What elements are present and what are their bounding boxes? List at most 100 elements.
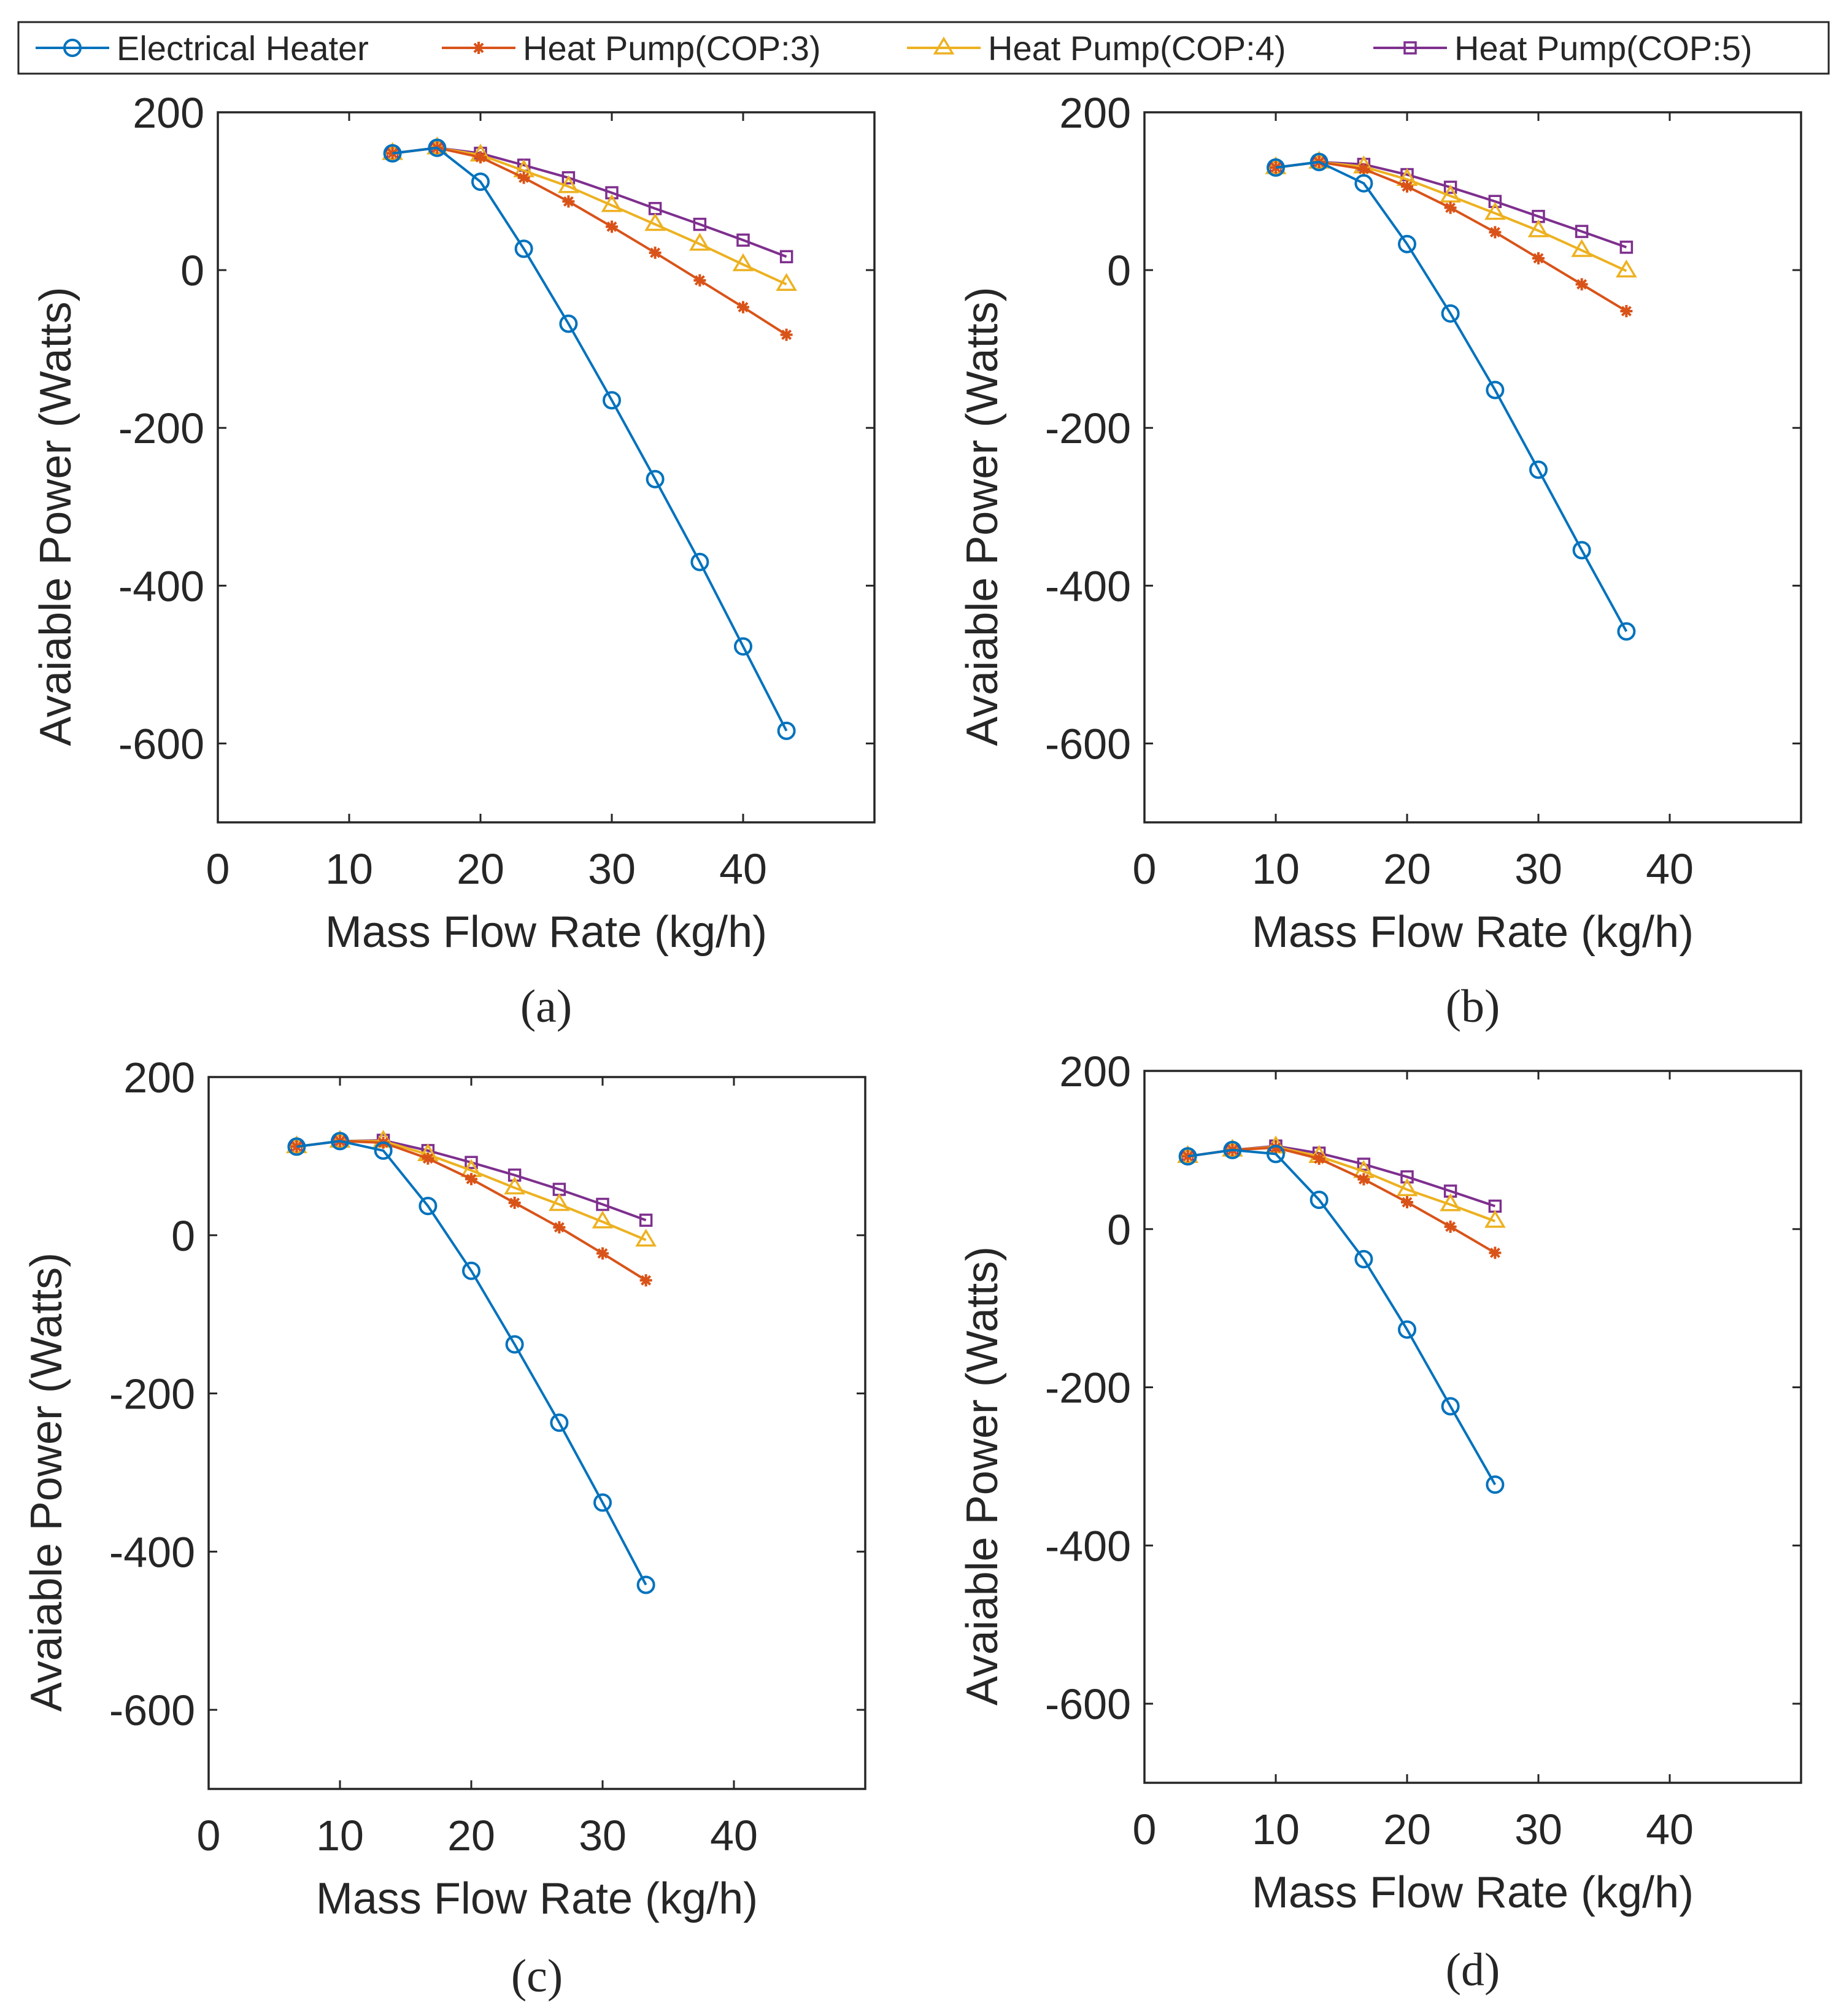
data-point bbox=[690, 552, 709, 571]
data-point bbox=[1396, 1178, 1418, 1197]
data-point bbox=[1486, 1475, 1505, 1494]
subplot-caption: (b) bbox=[1446, 981, 1500, 1032]
data-point bbox=[505, 1335, 524, 1354]
x-tick-label: 20 bbox=[457, 845, 504, 893]
y-tick-label: 0 bbox=[1107, 1206, 1131, 1254]
data-point bbox=[287, 1137, 306, 1156]
y-tick-label: -400 bbox=[1045, 562, 1131, 610]
data-point bbox=[1571, 239, 1592, 257]
series-electrical-heater bbox=[383, 138, 796, 740]
x-axis-label: Mass Flow Rate (kg/h) bbox=[1252, 1868, 1694, 1917]
data-point bbox=[1267, 158, 1285, 177]
y-tick-label: -600 bbox=[1045, 1680, 1131, 1728]
data-point bbox=[504, 1176, 525, 1195]
x-tick-label: 20 bbox=[1383, 1806, 1431, 1853]
y-tick-label: -600 bbox=[1045, 720, 1131, 768]
data-point bbox=[428, 138, 447, 157]
data-point bbox=[596, 1197, 609, 1211]
data-point bbox=[1223, 1140, 1242, 1159]
data-point bbox=[1401, 180, 1413, 193]
data-point bbox=[549, 1193, 570, 1211]
y-tick-label: -200 bbox=[118, 404, 204, 452]
x-tick-label: 40 bbox=[1646, 1806, 1694, 1853]
x-tick-label: 30 bbox=[1514, 845, 1562, 893]
data-point bbox=[508, 1196, 521, 1209]
series-electrical-heater bbox=[1267, 152, 1636, 641]
x-tick-label: 30 bbox=[1514, 1806, 1562, 1853]
data-point bbox=[1178, 1147, 1197, 1166]
x-tick-label: 40 bbox=[710, 1812, 758, 1860]
plot-area bbox=[207, 1076, 866, 1790]
x-tick-label: 20 bbox=[447, 1812, 495, 1860]
data-point bbox=[1527, 219, 1549, 238]
data-point bbox=[422, 1152, 434, 1165]
data-point bbox=[561, 171, 576, 185]
subplot-c: 200 0 -200 -400 -600 0 10 20 30 40 Mass Flow Rate … bbox=[22, 1054, 866, 2002]
subplot-b: 200 0 -200 -400 -600 0 10 20 30 40 Mass Flow Rate … bbox=[958, 89, 1802, 1032]
series-line bbox=[1275, 160, 1628, 632]
x-tick-label: 10 bbox=[1252, 1806, 1300, 1853]
data-point bbox=[1401, 1195, 1413, 1208]
data-point bbox=[1619, 241, 1634, 254]
data-point bbox=[1267, 1145, 1285, 1164]
data-point bbox=[737, 301, 749, 314]
data-point bbox=[1489, 1246, 1502, 1259]
x-tick-label: 10 bbox=[316, 1812, 364, 1860]
data-point bbox=[639, 1274, 652, 1287]
data-point bbox=[736, 233, 750, 247]
data-point bbox=[419, 1197, 438, 1216]
x-tick-label: 40 bbox=[1646, 845, 1694, 893]
data-point bbox=[777, 721, 796, 740]
data-point bbox=[474, 151, 487, 164]
y-tick-label: 200 bbox=[133, 89, 204, 137]
legend-item-heat-pump-cop-5: Heat Pump(COP:5) bbox=[1373, 29, 1753, 68]
y-tick-label: 0 bbox=[180, 247, 204, 295]
legend-label: Heat Pump(COP:4) bbox=[988, 29, 1286, 68]
y-tick-label: -600 bbox=[109, 1686, 195, 1734]
x-tick-label: 10 bbox=[1252, 845, 1300, 893]
series-line bbox=[296, 1140, 647, 1586]
data-point bbox=[649, 246, 662, 259]
series-heat-pump-cop-3 bbox=[290, 1135, 652, 1287]
data-point bbox=[603, 391, 621, 410]
legend-label: Heat Pump(COP:3) bbox=[523, 29, 821, 68]
y-tick-label: -200 bbox=[1045, 404, 1131, 452]
series-line bbox=[392, 146, 787, 336]
data-point bbox=[1440, 184, 1461, 203]
data-point bbox=[1313, 1153, 1325, 1165]
subplot-a: 200 0 -200 -400 -600 0 10 20 30 40 Mass Flow Rate … bbox=[31, 89, 876, 1032]
y-tick-label: 0 bbox=[171, 1212, 195, 1260]
data-point bbox=[596, 1247, 609, 1260]
data-point bbox=[1529, 460, 1548, 479]
data-point bbox=[1486, 380, 1505, 400]
y-tick-label: -200 bbox=[1045, 1364, 1131, 1412]
legend-marker-circle-icon bbox=[63, 39, 82, 57]
y-axis-label: Avaiable Power (Watts) bbox=[31, 287, 80, 746]
data-point bbox=[1488, 195, 1502, 209]
y-axis-label: Avaiable Power (Watts) bbox=[22, 1253, 71, 1712]
y-tick-label: -400 bbox=[1045, 1522, 1131, 1570]
series-electrical-heater bbox=[1178, 1140, 1505, 1494]
plot-area bbox=[1143, 1070, 1802, 1784]
data-point bbox=[1440, 1193, 1461, 1211]
x-axis-label: Mass Flow Rate (kg/h) bbox=[316, 1874, 758, 1923]
data-point bbox=[550, 1413, 569, 1432]
data-point bbox=[1620, 304, 1633, 317]
data-point bbox=[1441, 304, 1460, 323]
data-point bbox=[780, 328, 793, 341]
data-point bbox=[1398, 234, 1416, 253]
data-point bbox=[1617, 622, 1636, 641]
data-point bbox=[646, 469, 665, 489]
data-point bbox=[689, 233, 711, 251]
y-tick-label: -400 bbox=[118, 562, 204, 610]
subplot-caption: (d) bbox=[1446, 1944, 1500, 1996]
data-point bbox=[1532, 252, 1545, 265]
series-heat-pump-cop-3 bbox=[386, 141, 793, 341]
data-point bbox=[1443, 180, 1457, 194]
y-tick-label: -400 bbox=[109, 1528, 195, 1576]
data-point bbox=[593, 1493, 612, 1512]
data-point bbox=[592, 1210, 614, 1229]
legend-marker-square-icon bbox=[1403, 41, 1417, 55]
y-tick-label: 200 bbox=[1059, 1048, 1131, 1095]
data-point bbox=[562, 195, 575, 208]
